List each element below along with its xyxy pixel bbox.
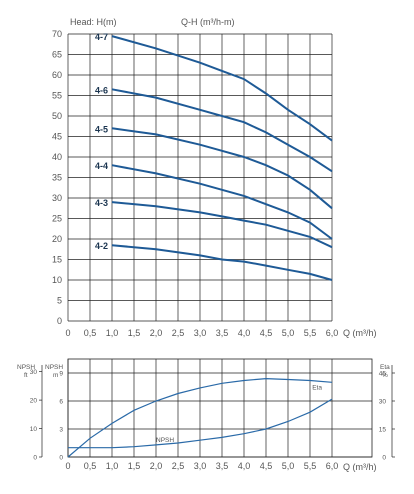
qh-x-tick-label: 4,0	[238, 328, 251, 338]
npsh-eta-x-tick-label: 1,5	[128, 461, 141, 471]
qh-y-ticks: 0 5 10 15 20 25 30 35 40 45 50 55 60 65 70	[52, 29, 62, 326]
npsh-eta-frame	[67, 358, 373, 458]
npsh-eta-x-ticks: 0 0,5 1,0 1,5 2,0 2,5 3,0 3,5 4,0 4,5 5,0 5,5 6,0	[65, 461, 338, 471]
npsh-eta-chart: NPSH ft NPSH m Eta % 010203003690153045 …	[17, 358, 395, 472]
npsh-eta-x-tick-label: 5,5	[304, 461, 317, 471]
qh-x-tick-label: 6,0	[326, 328, 339, 338]
qh-y-tick-label: 20	[52, 234, 62, 244]
qh-y-tick-label: 25	[52, 214, 62, 224]
qh-grid	[67, 33, 333, 322]
npsh-eta-x-tick-label: 6,0	[326, 461, 339, 471]
qh-y-tick-label: 70	[52, 29, 62, 39]
npsh-m-tick-label: 3	[59, 427, 63, 434]
npsh-m-tick-label: 0	[59, 455, 63, 462]
qh-curve-4-6	[111, 88, 333, 173]
npsh-m-tick-label: 9	[59, 371, 63, 378]
qh-curve-label-4-6: 4-6	[95, 85, 108, 95]
qh-y-tick-label: 15	[52, 255, 62, 265]
qh-x-tick-label: 0	[65, 328, 70, 338]
npsh-ft-axis-title: NPSH	[17, 364, 35, 371]
npsh-ft-tick-label: 20	[30, 398, 38, 405]
qh-y-tick-label: 65	[52, 50, 62, 60]
qh-x-tick-label: 1,0	[106, 328, 119, 338]
qh-x-tick-label: 0,5	[84, 328, 97, 338]
eta-tick-label: 30	[379, 399, 387, 406]
qh-y-tick-label: 10	[52, 275, 62, 285]
qh-x-tick-label: 5,0	[282, 328, 295, 338]
qh-curve-4-2	[111, 244, 333, 281]
qh-curve-labels: 4-7 4-6 4-5 4-4 4-3 4-2	[95, 32, 108, 251]
eta-tick-label: 45	[379, 371, 387, 378]
qh-y-tick-label: 40	[52, 152, 62, 162]
qh-y-tick-label: 5	[57, 296, 62, 306]
npsh-eta-x-axis-label: Q (m³/h)	[343, 462, 377, 472]
npsh-eta-x-tick-label: 1,0	[106, 461, 119, 471]
qh-y-tick-label: 30	[52, 193, 62, 203]
qh-y-tick-label: 35	[52, 173, 62, 183]
qh-chart-title: Q-H (m³/h-m)	[181, 17, 235, 27]
eta-tick-label: 0	[382, 455, 386, 462]
npsh-eta-x-tick-label: 2,0	[150, 461, 163, 471]
npsh-eta-curve-labels: Eta NPSH	[156, 384, 322, 443]
npsh-eta-x-tick-label: 0,5	[84, 461, 97, 471]
qh-y-tick-label: 0	[57, 316, 62, 326]
qh-curves	[111, 35, 333, 281]
qh-curve-4-4	[111, 164, 333, 240]
qh-curve-label-4-4: 4-4	[95, 161, 108, 171]
qh-curve-label-4-3: 4-3	[95, 198, 108, 208]
qh-y-tick-label: 50	[52, 111, 62, 121]
curve-label-eta: Eta	[312, 384, 322, 391]
curve-eta	[67, 377, 333, 458]
qh-y-tick-label: 60	[52, 70, 62, 80]
npsh-ft-tick-label: 0	[33, 455, 37, 462]
qh-curve-label-4-5: 4-5	[95, 124, 108, 134]
qh-curve-4-5	[111, 127, 333, 210]
npsh-ft-tick-label: 30	[30, 369, 38, 376]
npsh-eta-x-tick-label: 3,0	[194, 461, 207, 471]
eta-axis-title: Eta	[380, 364, 390, 371]
qh-curve-label-4-7: 4-7	[95, 32, 108, 42]
npsh-eta-x-tick-label: 2,5	[172, 461, 185, 471]
qh-curve-4-3	[111, 201, 333, 249]
qh-y-tick-label: 45	[52, 132, 62, 142]
qh-y-tick-label: 55	[52, 91, 62, 101]
npsh-eta-x-tick-label: 5,0	[282, 461, 295, 471]
eta-axis-unit: %	[382, 372, 388, 379]
qh-x-tick-label: 3,5	[216, 328, 229, 338]
npsh-eta-grid	[67, 358, 373, 458]
qh-x-tick-label: 1,5	[128, 328, 141, 338]
npsh-m-axis-unit: m	[53, 372, 58, 379]
npsh-ft-axis-unit: ft	[24, 372, 28, 379]
npsh-eta-curves	[67, 377, 333, 458]
npsh-eta-x-tick-label: 0	[65, 461, 70, 471]
eta-tick-label: 15	[379, 427, 387, 434]
qh-y-axis-label: Head: H(m)	[70, 17, 117, 27]
npsh-eta-x-tick-label: 4,0	[238, 461, 251, 471]
qh-curve-label-4-2: 4-2	[95, 241, 108, 251]
npsh-eta-x-tick-label: 4,5	[260, 461, 273, 471]
qh-x-tick-label: 2,5	[172, 328, 185, 338]
npsh-eta-x-tick-label: 3,5	[216, 461, 229, 471]
qh-x-tick-label: 5,5	[304, 328, 317, 338]
qh-x-tick-label: 4,5	[260, 328, 273, 338]
npsh-eta-y-ticks: 0 10 20 30 0 3 6 9 0 15 30 45	[30, 365, 395, 462]
qh-curve-4-7	[111, 35, 333, 142]
qh-x-axis-label: Q (m³/h)	[343, 328, 377, 338]
qh-x-ticks: 0 0,5 1,0 1,5 2,0 2,5 3,0 3,5 4,0 4,5 5,0 5,5 6,0	[65, 328, 338, 338]
npsh-ft-tick-label: 10	[30, 426, 38, 433]
qh-x-tick-label: 3,0	[194, 328, 207, 338]
qh-chart: Head: H(m) Q-H (m³/h-m) 0 5 10 15 20 25 30 35 40…	[52, 17, 377, 338]
npsh-m-axis-title: NPSH	[45, 364, 63, 371]
npsh-m-tick-label: 6	[59, 399, 63, 406]
curve-label-npsh: NPSH	[156, 437, 174, 444]
curve-npsh	[68, 398, 333, 449]
qh-x-tick-label: 2,0	[150, 328, 163, 338]
